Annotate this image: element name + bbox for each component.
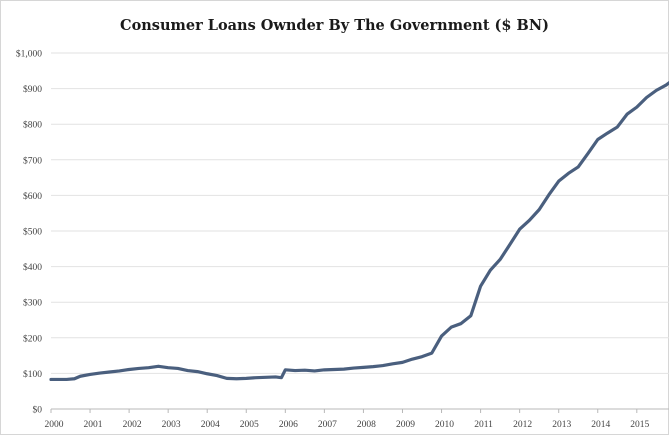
x-axis-tick-labels: 2000 2001 2002 2003 2004 2005 2006 2007 2008 2009… — [45, 409, 650, 430]
x-tick-label: 2009 — [396, 420, 415, 430]
x-tick-label: 2008 — [357, 420, 376, 430]
x-tick-label: 2013 — [552, 420, 571, 430]
y-tick-label: $800 — [23, 120, 42, 131]
y-tick-label: $300 — [23, 298, 42, 309]
x-tick-label: 2007 — [318, 420, 337, 430]
y-tick-label: $900 — [23, 84, 42, 95]
y-tick-label: $700 — [23, 155, 42, 166]
x-tick-label: 2000 — [45, 420, 64, 430]
y-axis-tick-labels: $0 $100 $200 $300 $400 $500 $600 $700 $800 $900 $1… — [16, 49, 42, 416]
x-tick-label: 2005 — [240, 420, 259, 430]
y-tick-label: $200 — [23, 333, 42, 344]
x-tick-label: 2014 — [591, 420, 610, 430]
y-tick-label: $600 — [23, 191, 42, 202]
y-tick-label: $500 — [23, 227, 42, 238]
x-tick-label: 2001 — [84, 420, 103, 430]
gridlines — [51, 52, 669, 374]
x-tick-label: 2012 — [513, 420, 532, 430]
series-line — [49, 80, 669, 382]
chart-title: Consumer Loans Ownder By The Government … — [120, 17, 549, 34]
x-tick-label: 2006 — [279, 420, 298, 430]
x-tick-label: 2002 — [123, 420, 142, 430]
x-tick-label: 2011 — [474, 420, 493, 430]
series-layer — [49, 80, 669, 382]
x-tick-label: 2003 — [162, 420, 181, 430]
x-tick-label: 2004 — [201, 420, 220, 430]
y-tick-label: $100 — [23, 369, 42, 380]
y-tick-label: $400 — [23, 262, 42, 273]
x-tick-label: 2015 — [630, 420, 649, 430]
x-tick-label: 2010 — [435, 420, 454, 430]
y-tick-label: $1,000 — [16, 49, 42, 60]
y-tick-label: $0 — [33, 405, 43, 416]
